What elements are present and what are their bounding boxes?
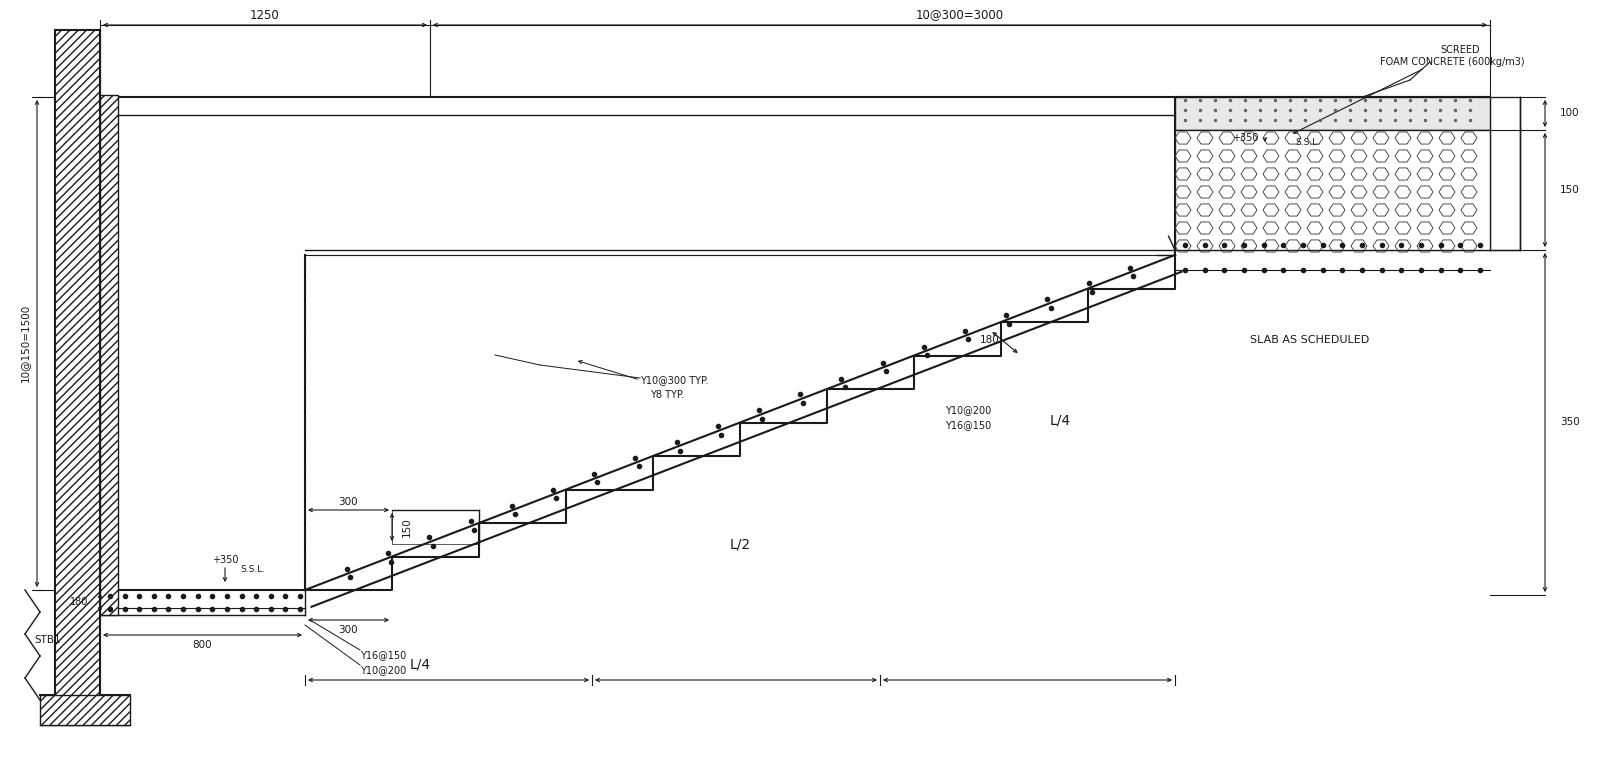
- Text: +350: +350: [211, 555, 238, 565]
- Bar: [1174, 97, 1490, 130]
- Text: 150: 150: [402, 517, 413, 537]
- Text: 350: 350: [1560, 417, 1579, 427]
- Text: 180: 180: [70, 597, 88, 607]
- Text: FOAM CONCRETE (600kg/m3): FOAM CONCRETE (600kg/m3): [1379, 57, 1525, 67]
- Text: STB1: STB1: [35, 635, 61, 645]
- Text: Y8 TYP.: Y8 TYP.: [650, 390, 685, 400]
- Text: S.S.L.: S.S.L.: [1294, 138, 1320, 147]
- Text: L/4: L/4: [1050, 413, 1070, 427]
- Text: 10@150=1500: 10@150=1500: [21, 304, 30, 382]
- Text: Y10@200: Y10@200: [360, 665, 406, 675]
- Text: 100: 100: [1560, 108, 1579, 118]
- Bar: [54, 30, 101, 700]
- Bar: [1174, 130, 1490, 250]
- Text: +350: +350: [1232, 133, 1258, 143]
- Text: Y10@300 TYP.: Y10@300 TYP.: [640, 375, 709, 385]
- Bar: [40, 695, 130, 725]
- Text: Y16@150: Y16@150: [360, 650, 406, 660]
- Text: Y16@150: Y16@150: [946, 420, 992, 430]
- Text: 1250: 1250: [250, 8, 280, 21]
- Text: Y10@200: Y10@200: [946, 405, 992, 415]
- Text: L/4: L/4: [410, 658, 430, 672]
- Text: L/2: L/2: [730, 538, 750, 552]
- Text: 300: 300: [338, 625, 358, 635]
- Text: SCREED: SCREED: [1440, 45, 1480, 55]
- Text: S.S.L.: S.S.L.: [240, 565, 266, 575]
- Text: 800: 800: [192, 640, 211, 650]
- Text: 180: 180: [979, 335, 1000, 345]
- Bar: [101, 95, 118, 615]
- Text: 150: 150: [1560, 185, 1579, 195]
- Text: 10@300=3000: 10@300=3000: [915, 8, 1005, 21]
- Text: 300: 300: [338, 497, 358, 507]
- Text: SLAB AS SCHEDULED: SLAB AS SCHEDULED: [1250, 335, 1370, 345]
